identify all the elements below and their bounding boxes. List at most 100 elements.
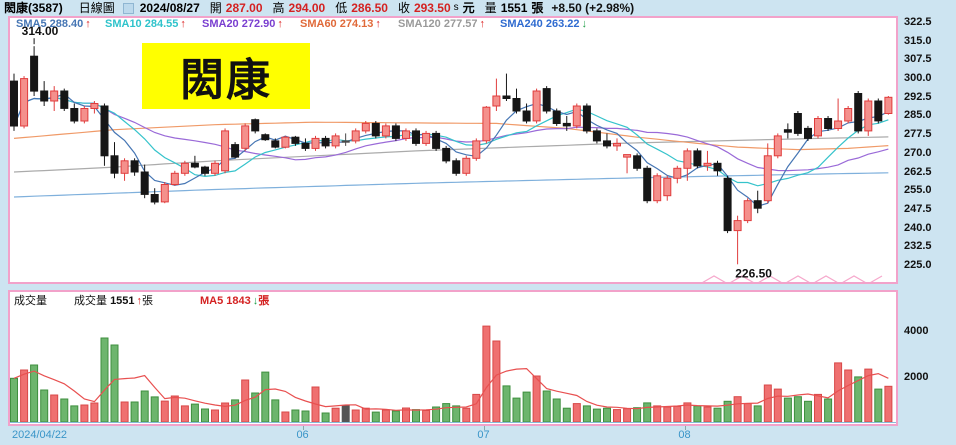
- volume-ma5-down-arrow: ↓: [252, 295, 259, 307]
- candle-body: [532, 90, 541, 122]
- up-arrow-icon: ↑: [85, 18, 91, 30]
- candle-body: [351, 130, 360, 142]
- candle-body: [261, 134, 270, 141]
- candle-body: [170, 172, 179, 186]
- candle-body: [50, 90, 59, 102]
- candle-body: [80, 108, 89, 122]
- volume-bar: [693, 405, 702, 423]
- stock-name: 閎康(3587): [4, 1, 63, 15]
- volume-bar: [30, 364, 39, 423]
- candle-body: [321, 137, 330, 147]
- candle-body: [412, 130, 420, 144]
- volume-bar: [281, 411, 290, 423]
- volume-bar: [633, 407, 642, 423]
- candle-body: [10, 80, 18, 127]
- time-axis-month-label: 07: [477, 429, 490, 441]
- candle-body: [472, 140, 481, 159]
- volume-bar: [643, 402, 652, 423]
- candle-body: [201, 166, 209, 174]
- candle-body: [713, 162, 722, 172]
- candle-body: [331, 135, 340, 147]
- volume-bar: [391, 410, 400, 423]
- candle-body: [442, 147, 451, 162]
- volume-bar: [341, 405, 350, 423]
- candle-body: [482, 106, 491, 142]
- volume-bar: [613, 409, 621, 423]
- candle-body: [844, 108, 853, 122]
- chart-type-icon[interactable]: [122, 2, 134, 14]
- candle-body: [402, 130, 410, 139]
- price-axis-label: 307.5: [904, 53, 932, 66]
- price-axis-label: 255.0: [904, 184, 932, 197]
- s-mark: s: [453, 2, 459, 13]
- price-axis-label: 285.0: [904, 109, 932, 122]
- volume-bar: [351, 409, 360, 423]
- volume-bar: [673, 405, 682, 423]
- candle-body: [623, 154, 632, 158]
- volume-bar: [743, 403, 752, 423]
- volume-readout: 成交量 1551 ↑張: [74, 295, 154, 307]
- volume-bar: [201, 408, 209, 423]
- candle-body: [190, 162, 199, 168]
- price-axis-label: 270.0: [904, 146, 932, 159]
- volume-value: 1551: [500, 1, 528, 15]
- candle-body: [100, 105, 109, 157]
- high-label: 高: [272, 1, 285, 15]
- price-unit: 元: [462, 1, 475, 15]
- candle-body: [30, 55, 39, 92]
- volume-bar: [462, 407, 471, 423]
- chart-type-label[interactable]: 日線圖: [78, 1, 115, 15]
- volume-bar: [422, 410, 431, 423]
- volume-chart-pane[interactable]: [8, 290, 898, 426]
- volume-up-arrow: ↑: [136, 295, 143, 307]
- close-label: 收: [397, 1, 410, 15]
- volume-bar: [854, 376, 863, 423]
- volume-bar: [512, 397, 521, 423]
- candle-body: [693, 150, 702, 167]
- volume-bar: [50, 394, 59, 423]
- volume-bar: [231, 399, 240, 423]
- volume-bar: [814, 393, 822, 423]
- change-value: +8.50 (+2.98%): [551, 1, 635, 15]
- candle-body: [874, 100, 883, 122]
- candle-body: [60, 90, 69, 109]
- time-axis-tick: [303, 426, 305, 430]
- candle-body: [552, 110, 561, 124]
- candle-body: [824, 118, 833, 129]
- volume-bar: [603, 407, 611, 423]
- sma-legend-item-sma120: SMA120 277.57 ↑: [398, 18, 485, 30]
- candle-body: [462, 157, 471, 174]
- candlestick-chart[interactable]: 314.00 226.50: [10, 18, 896, 282]
- volume-bar: [60, 398, 69, 423]
- volume-bar: [713, 407, 722, 423]
- sma-legend-item-sma240: SMA240 263.22 ↓: [500, 18, 587, 30]
- price-axis-label: 225.0: [904, 259, 932, 271]
- volume-bar: [492, 340, 501, 423]
- candle-body: [180, 162, 189, 174]
- high-annotation: 314.00: [22, 24, 59, 38]
- volume-bar: [40, 389, 49, 423]
- sma-legend-item-sma20: SMA20 272.90 ↑: [202, 18, 283, 30]
- time-axis-tick: [484, 426, 486, 430]
- candle-body: [783, 129, 792, 133]
- price-axis-label: 300.0: [904, 72, 932, 85]
- candle-body: [281, 136, 290, 148]
- volume-bar: [130, 401, 139, 423]
- candle-body: [633, 155, 642, 169]
- volume-chart[interactable]: [10, 292, 896, 424]
- candle-body: [70, 108, 79, 122]
- low-value: 286.50: [351, 1, 388, 15]
- candle-body: [663, 177, 672, 197]
- candle-body: [90, 103, 99, 109]
- header-bar: 閎康(3587) 日線圖 2024/08/27 開 287.00 高 294.0…: [0, 0, 956, 16]
- volume-bar: [502, 385, 511, 423]
- candle-body: [241, 125, 250, 149]
- volume-bar: [552, 398, 561, 423]
- low-label: 低: [335, 1, 348, 15]
- sma-legend: SMA5 288.40 ↑ SMA10 284.55 ↑ SMA20 272.90 ↑ SM…: [8, 17, 898, 31]
- volume-bar: [663, 406, 672, 423]
- volume-bar: [80, 404, 89, 423]
- up-arrow-icon: ↑: [277, 18, 283, 30]
- candle-body: [522, 110, 531, 122]
- volume-bar: [532, 375, 541, 423]
